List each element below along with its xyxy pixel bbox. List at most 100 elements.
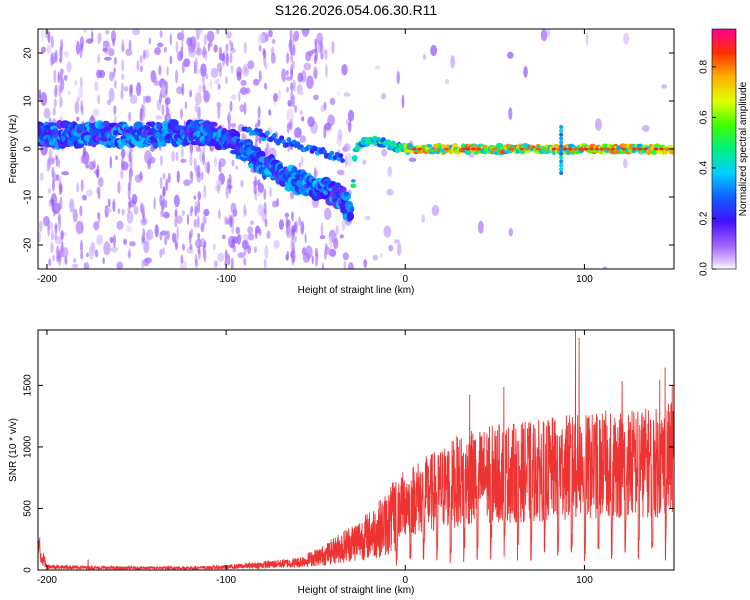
spectrogram-cell (214, 260, 218, 268)
spectrogram-cell (121, 208, 125, 216)
spectrogram-cell (189, 143, 193, 156)
spectrogram-cell (128, 111, 132, 122)
spectrogram-cell (128, 39, 132, 51)
spectrogram-cell (184, 100, 188, 110)
colorbar-tick-label: 0.6 (699, 110, 710, 124)
spectrogram-cell (243, 242, 247, 256)
spectrogram-cell (217, 107, 221, 120)
snr-peak-point (621, 381, 623, 383)
spectrogram-cell (175, 40, 179, 54)
spectrogram-cell (243, 41, 247, 54)
spectrogram-cell (96, 69, 102, 79)
spectrogram-cell (190, 206, 194, 213)
spectrogram-cell (362, 158, 367, 166)
spectrogram-cell (307, 116, 315, 127)
spectrogram-peak (594, 147, 600, 151)
spectrogram-cell (96, 186, 100, 195)
spectrogram-cell (194, 205, 198, 218)
spectrogram-cell (128, 196, 132, 210)
spectrogram-cell (324, 64, 328, 78)
spectrogram-cell (104, 207, 112, 213)
spectrogram-cell (176, 215, 183, 224)
spectrogram-cell (202, 152, 206, 165)
spectrogram-cell (128, 185, 132, 192)
spectrogram-cell (230, 94, 237, 100)
spectrogram-cell (279, 135, 285, 141)
spectrogram-cell (257, 203, 264, 217)
spectrogram-cell (69, 198, 75, 213)
snr-x-tick-label: -200 (37, 575, 57, 586)
spectrogram-cell (206, 161, 211, 174)
spectrogram-cell (342, 252, 349, 261)
spectrogram-cell (225, 185, 229, 199)
spectrogram-cell (293, 235, 297, 243)
spectrogram-cell (80, 105, 84, 116)
spectrogram-cell (299, 110, 303, 116)
spectrogram-cell (77, 87, 84, 99)
spectrogram-cell (109, 236, 114, 244)
spectrogram-marks (38, 29, 674, 269)
spectrogram-cell (336, 169, 345, 176)
spectrogram-cell (194, 56, 198, 70)
spectrogram-cell (229, 52, 233, 64)
spectrogram-cell (268, 109, 272, 116)
spectrogram-cell (380, 252, 383, 259)
spectrogram-cell (189, 243, 193, 251)
snr-panel: -200 -100 0 100 0 500 1000 1500 Height of stra… (8, 329, 675, 596)
spectrogram-cell (85, 38, 94, 44)
spectrogram-cell (121, 156, 125, 170)
spectrogram-cell (559, 167, 564, 172)
spectrogram-y-label: Frequency (Hz) (8, 115, 19, 184)
spectrogram-cell (155, 115, 163, 120)
spectrogram-cell (40, 46, 46, 53)
spectrogram-cell (64, 74, 68, 81)
spectrogram-cell (88, 245, 95, 260)
spectrogram-cell (244, 66, 248, 74)
spectrogram-cell (340, 157, 346, 163)
spectrogram-cell (341, 217, 346, 232)
spectrogram-cell (80, 239, 84, 253)
spectrogram-cell (559, 128, 564, 133)
spectrogram-cell (203, 208, 210, 217)
spectrogram-cell (97, 213, 101, 224)
spectrogram-cell (47, 225, 51, 237)
snr-peak-point (39, 537, 41, 539)
spectrogram-cell (339, 234, 344, 239)
spectrogram-cell (102, 41, 111, 55)
spectrogram-y-tick-label: -10 (23, 189, 34, 204)
spectrogram-cell (237, 252, 246, 259)
spectrogram-y-tick-label: 20 (23, 47, 34, 59)
spectrogram-cell (235, 165, 238, 170)
spectrogram-cell (329, 235, 333, 250)
spectrogram-cell (254, 122, 258, 130)
spectrogram-cell (218, 68, 222, 77)
spectrogram-cell (132, 29, 141, 36)
spectrogram-cell (136, 60, 140, 72)
spectrogram-cell (247, 233, 255, 241)
spectrogram-cell (254, 229, 258, 240)
spectrogram-cell (540, 29, 548, 42)
spectrogram-cell (559, 132, 564, 137)
spectrogram-cell (559, 163, 564, 168)
spectrogram-cell (139, 171, 143, 180)
spectrogram-cell (585, 32, 589, 46)
spectrogram-cell (273, 93, 279, 103)
spectrogram-cell (92, 108, 100, 117)
spectrogram-cell (239, 87, 248, 95)
spectrogram-peak (524, 147, 530, 151)
spectrogram-peak (465, 147, 471, 151)
spectrogram-cell (264, 245, 269, 260)
spectrogram-cell (181, 62, 185, 74)
spectrogram-peak (417, 147, 423, 151)
spectrogram-cell (197, 199, 201, 214)
spectrogram-cell (299, 135, 307, 143)
spectrogram-cell (559, 151, 564, 156)
spectrogram-cell (47, 122, 58, 127)
spectrogram-cell (319, 234, 326, 240)
spectrogram-cell (76, 116, 80, 122)
spectrogram-cell (141, 259, 145, 269)
spectrogram-cell (661, 84, 668, 89)
spectrogram-cell (129, 157, 133, 172)
snr-peak-point (664, 367, 666, 369)
spectrogram-cell (117, 180, 121, 194)
